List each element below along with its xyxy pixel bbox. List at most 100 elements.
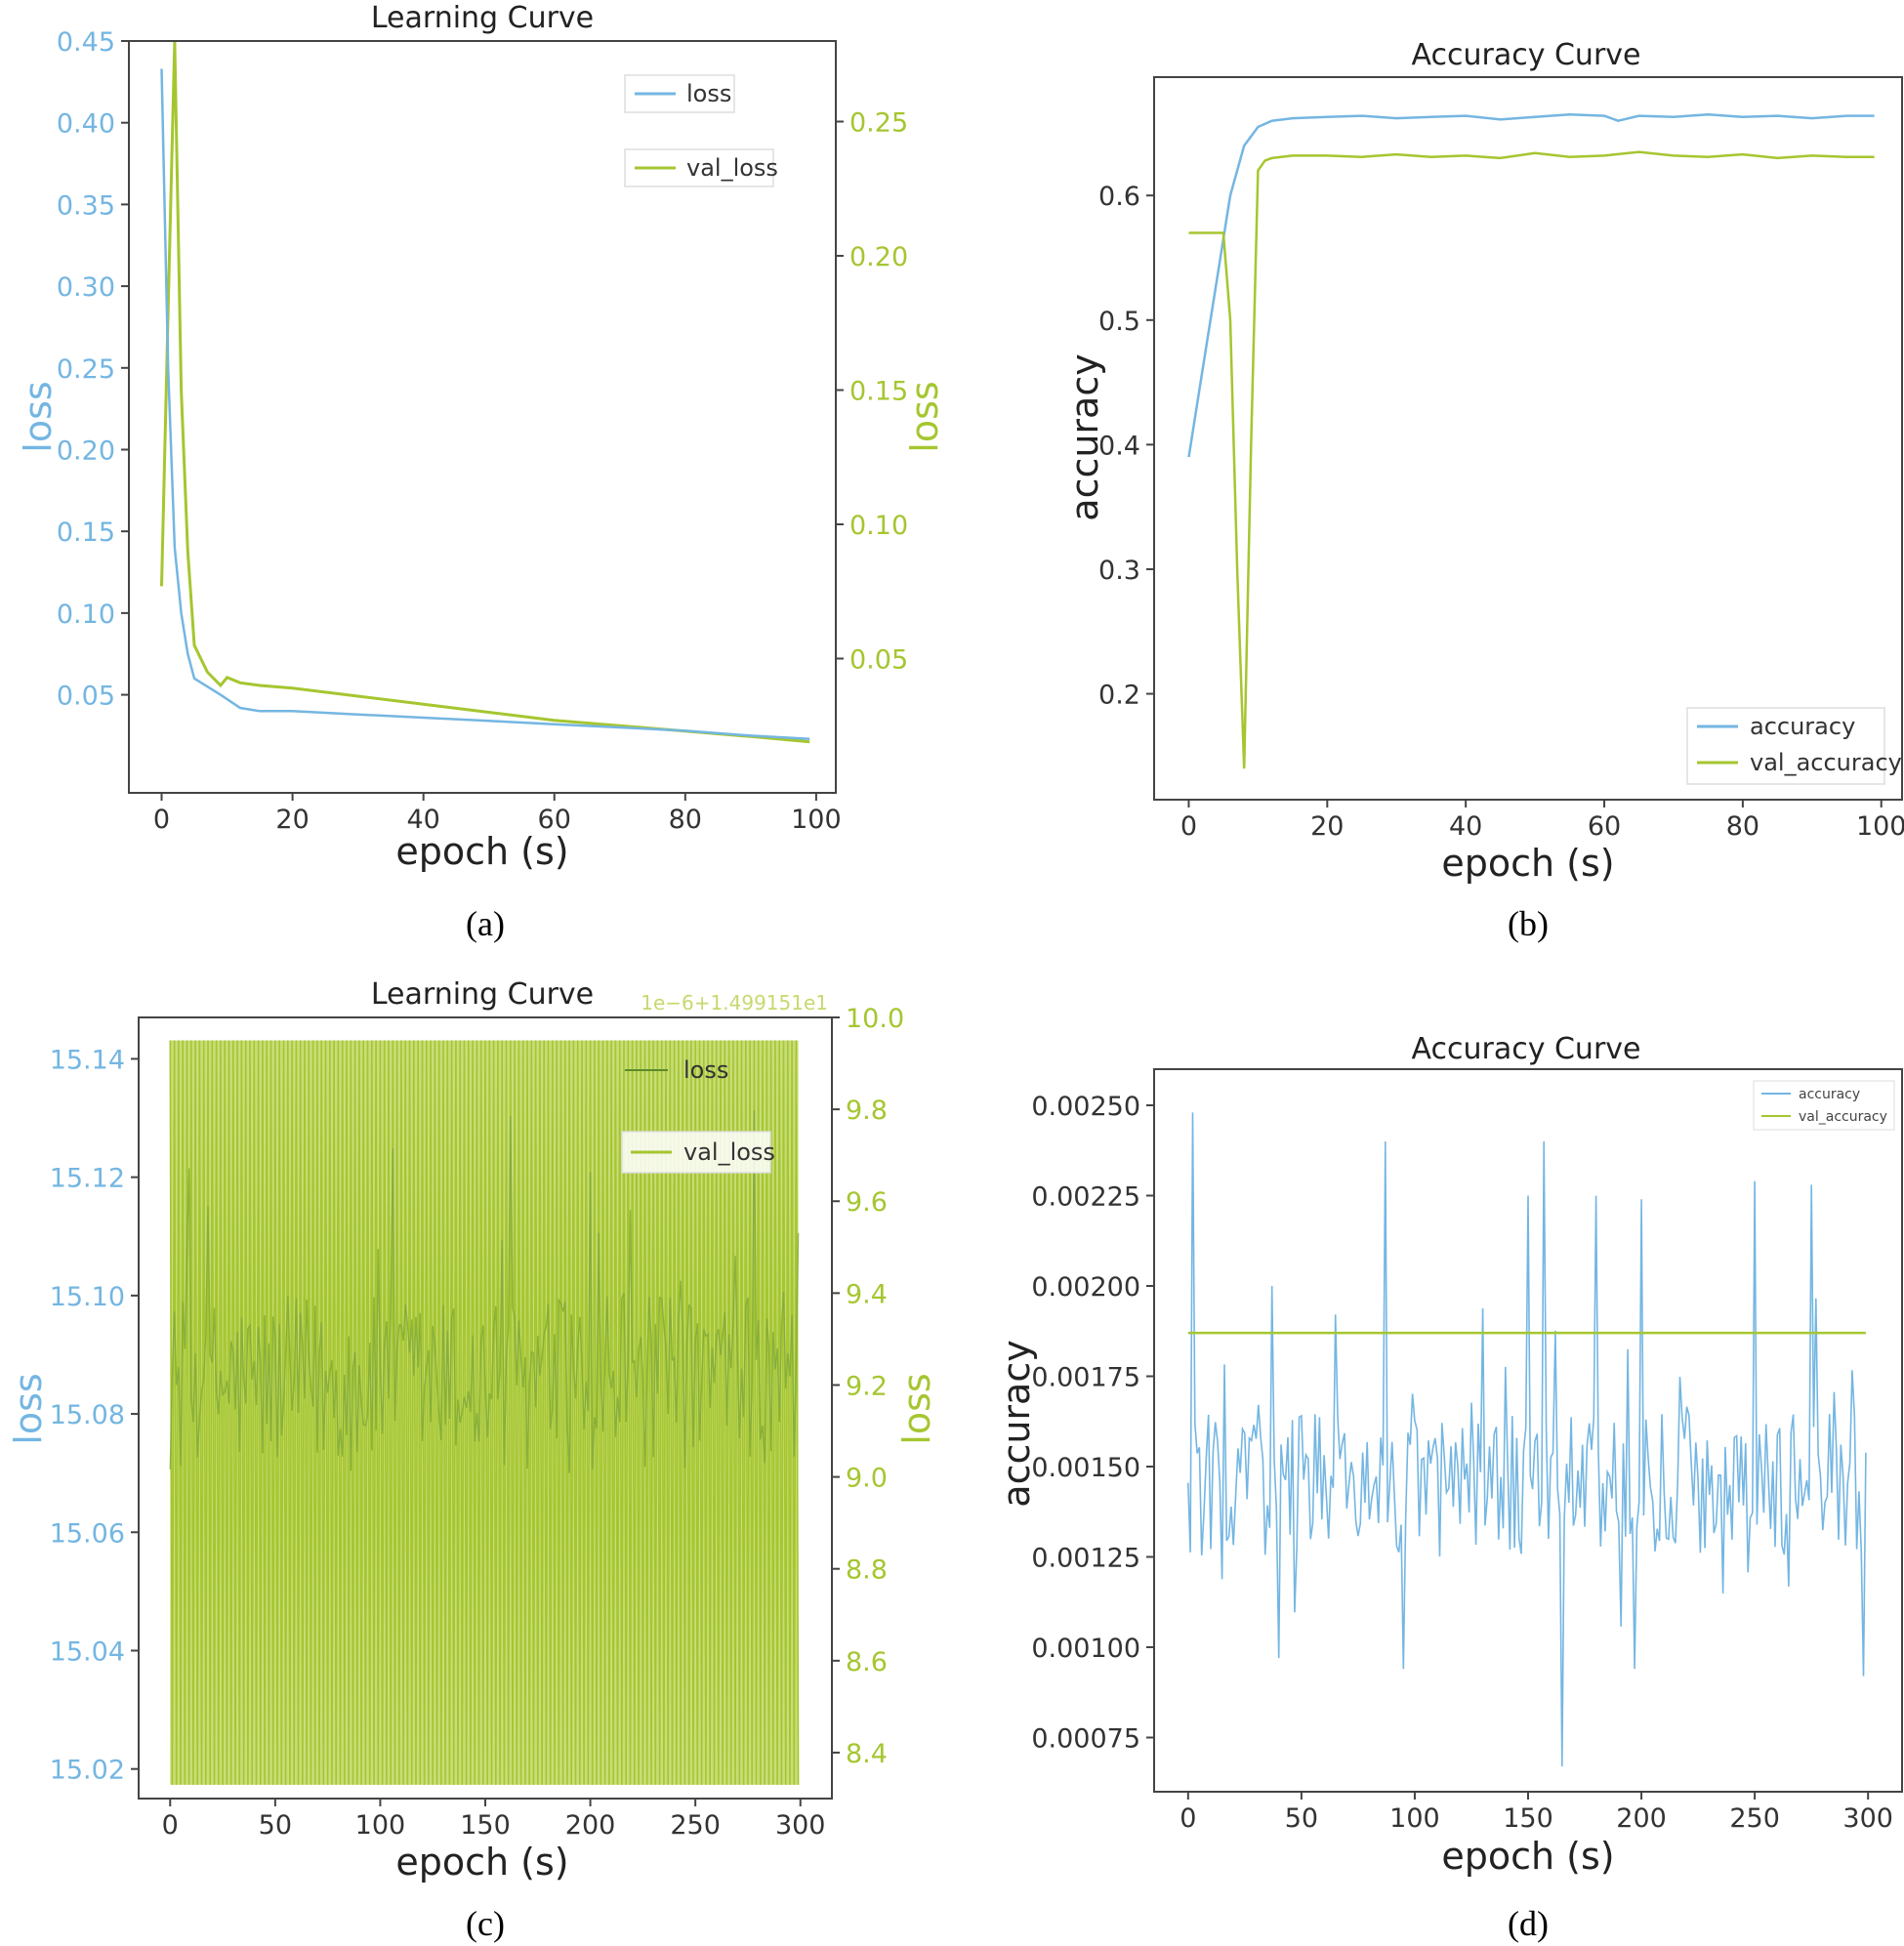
x-tick-label: 200 (1616, 1803, 1667, 1834)
y-tick-label: 0.00200 (1031, 1272, 1140, 1303)
y-tick-label: 0.00075 (1031, 1724, 1140, 1755)
chart-title: Accuracy Curve (1411, 38, 1640, 72)
left-y-tick-labels: 0.05 0.10 0.15 0.20 0.25 0.30 0.35 0.40 0.45 (57, 27, 129, 712)
y-tick-label: 0.45 (57, 27, 115, 58)
chart-title: Learning Curve (371, 977, 594, 1012)
legend: loss val_loss (621, 1056, 775, 1174)
y-tick-label: 15.02 (50, 1756, 125, 1786)
y2-tick-label: 0.10 (849, 511, 908, 541)
caption-a: (a) (466, 904, 505, 943)
x-tick-label: 40 (1449, 811, 1482, 842)
y-tick-label: 15.06 (50, 1518, 125, 1549)
x-tick-label: 60 (538, 805, 571, 835)
x-tick-labels: 0 50 100 150 200 250 300 (162, 1799, 826, 1841)
y2-tick-label: 9.4 (846, 1279, 888, 1309)
y2-tick-label: 0.20 (849, 242, 908, 272)
x-tick-label: 100 (355, 1810, 406, 1841)
x-tick-label: 60 (1588, 811, 1621, 842)
x-tick-label: 80 (669, 805, 702, 835)
x-tick-label: 50 (1285, 1803, 1318, 1834)
legend-label-val-loss: val_loss (683, 1139, 775, 1166)
series-layer (1187, 113, 1875, 769)
caption-c: (c) (466, 1904, 505, 1943)
series-val-accuracy-line (1188, 150, 1875, 769)
series-val-loss-line (169, 1040, 800, 1785)
x-tick-label: 0 (153, 805, 170, 835)
x-tick-labels: 0 50 100 150 200 250 300 (1180, 1792, 1893, 1834)
y-tick-label: 15.08 (50, 1400, 125, 1430)
panel-c-learning-curve: Learning Curve 1e−6+1.499151e1 15.02 15.0… (7, 977, 938, 1943)
y-tick-label: 0.6 (1098, 182, 1140, 212)
x-tick-labels: 0 20 40 60 80 100 (153, 793, 842, 835)
y-tick-label: 0.10 (57, 600, 115, 630)
panel-a-learning-curve: Learning Curve 0.050.100.150.200.250.300… (17, 1, 946, 943)
x-tick-labels: 0 20 40 60 80 100 (1180, 800, 1904, 842)
series-accuracy-line (1187, 113, 1875, 458)
x-tick-label: 20 (275, 805, 309, 835)
x-axis-label: epoch (s) (1441, 1835, 1614, 1878)
x-tick-label: 0 (1180, 1803, 1196, 1834)
y2-tick-label: 8.8 (846, 1555, 888, 1586)
y-tick-label: 0.00125 (1031, 1544, 1140, 1574)
x-tick-label: 300 (775, 1810, 826, 1841)
legend-label-accuracy: accuracy (1750, 713, 1855, 740)
y-tick-label: 0.00250 (1031, 1092, 1140, 1122)
x-tick-label: 250 (670, 1810, 721, 1841)
y-tick-label: 0.00175 (1031, 1363, 1140, 1393)
x-tick-label: 150 (1503, 1803, 1553, 1834)
panel-d-accuracy-curve: Accuracy Curve 0.00075 0.00100 0.00125 0.00… (995, 1032, 1903, 1943)
series-loss-line (169, 1109, 800, 1473)
x-tick-label: 100 (791, 805, 842, 835)
left-y-tick-labels: 15.02 15.04 15.06 15.08 15.10 15.12 15.14 (50, 1045, 139, 1786)
legend: accuracy val_accuracy (1753, 1080, 1895, 1131)
y-axis-label: accuracy (1063, 353, 1106, 520)
x-tick-label: 150 (460, 1810, 511, 1841)
x-tick-label: 20 (1310, 811, 1344, 842)
right-y-axis-label: loss (895, 1373, 938, 1444)
x-tick-label: 300 (1842, 1803, 1893, 1834)
plot-frame (1153, 76, 1903, 801)
y2-tick-label: 9.0 (846, 1464, 888, 1494)
chart-title: Accuracy Curve (1411, 1032, 1640, 1066)
legend: loss val_loss (624, 74, 778, 187)
y-tick-label: 0.00150 (1031, 1453, 1140, 1483)
y-tick-label: 15.14 (50, 1045, 125, 1075)
y-tick-label: 0.2 (1098, 681, 1140, 711)
y2-offset-text: 1e−6+1.499151e1 (641, 991, 828, 1014)
series-layer (1187, 1112, 1867, 1767)
legend-label-val-loss: val_loss (686, 154, 778, 182)
y-tick-label: 0.00225 (1031, 1182, 1140, 1213)
y-tick-label: 15.04 (50, 1636, 125, 1667)
x-tick-label: 200 (565, 1810, 616, 1841)
x-axis-label: epoch (s) (395, 1841, 568, 1884)
y-tick-label: 0.20 (57, 435, 115, 466)
left-y-axis-label: loss (17, 381, 60, 452)
y-tick-label: 0.35 (57, 190, 115, 221)
series-loss-line (160, 68, 810, 741)
y2-tick-label: 9.2 (846, 1371, 888, 1401)
left-y-axis-label: loss (7, 1373, 50, 1444)
y-tick-label: 0.00100 (1031, 1634, 1140, 1664)
x-tick-label: 0 (162, 1810, 179, 1841)
panel-b-accuracy-curve: Accuracy Curve 0.2 0.3 0.4 0.5 0.6 0 20 40 60 80… (1063, 38, 1904, 943)
y-tick-label: 0.40 (57, 109, 115, 140)
plot-frame (128, 40, 837, 794)
y2-tick-label: 8.6 (846, 1647, 888, 1677)
y-tick-label: 0.5 (1098, 307, 1140, 337)
y2-tick-label: 8.4 (846, 1739, 888, 1769)
plot-frame (1153, 1068, 1903, 1793)
y-axis-label: accuracy (995, 1340, 1038, 1507)
x-tick-label: 0 (1180, 811, 1197, 842)
x-axis-label: epoch (s) (395, 830, 568, 873)
legend-label-val-accuracy: val_accuracy (1750, 749, 1902, 776)
y2-tick-label: 9.6 (846, 1187, 888, 1218)
x-tick-label: 250 (1729, 1803, 1780, 1834)
legend-box (1686, 707, 1885, 785)
y-tick-label: 0.15 (57, 518, 115, 548)
chart-title: Learning Curve (371, 1, 594, 35)
y-tick-label: 0.25 (57, 354, 115, 385)
y-tick-label: 0.4 (1098, 431, 1140, 461)
y2-tick-label: 9.8 (846, 1096, 888, 1126)
legend-label-loss: loss (686, 80, 731, 107)
